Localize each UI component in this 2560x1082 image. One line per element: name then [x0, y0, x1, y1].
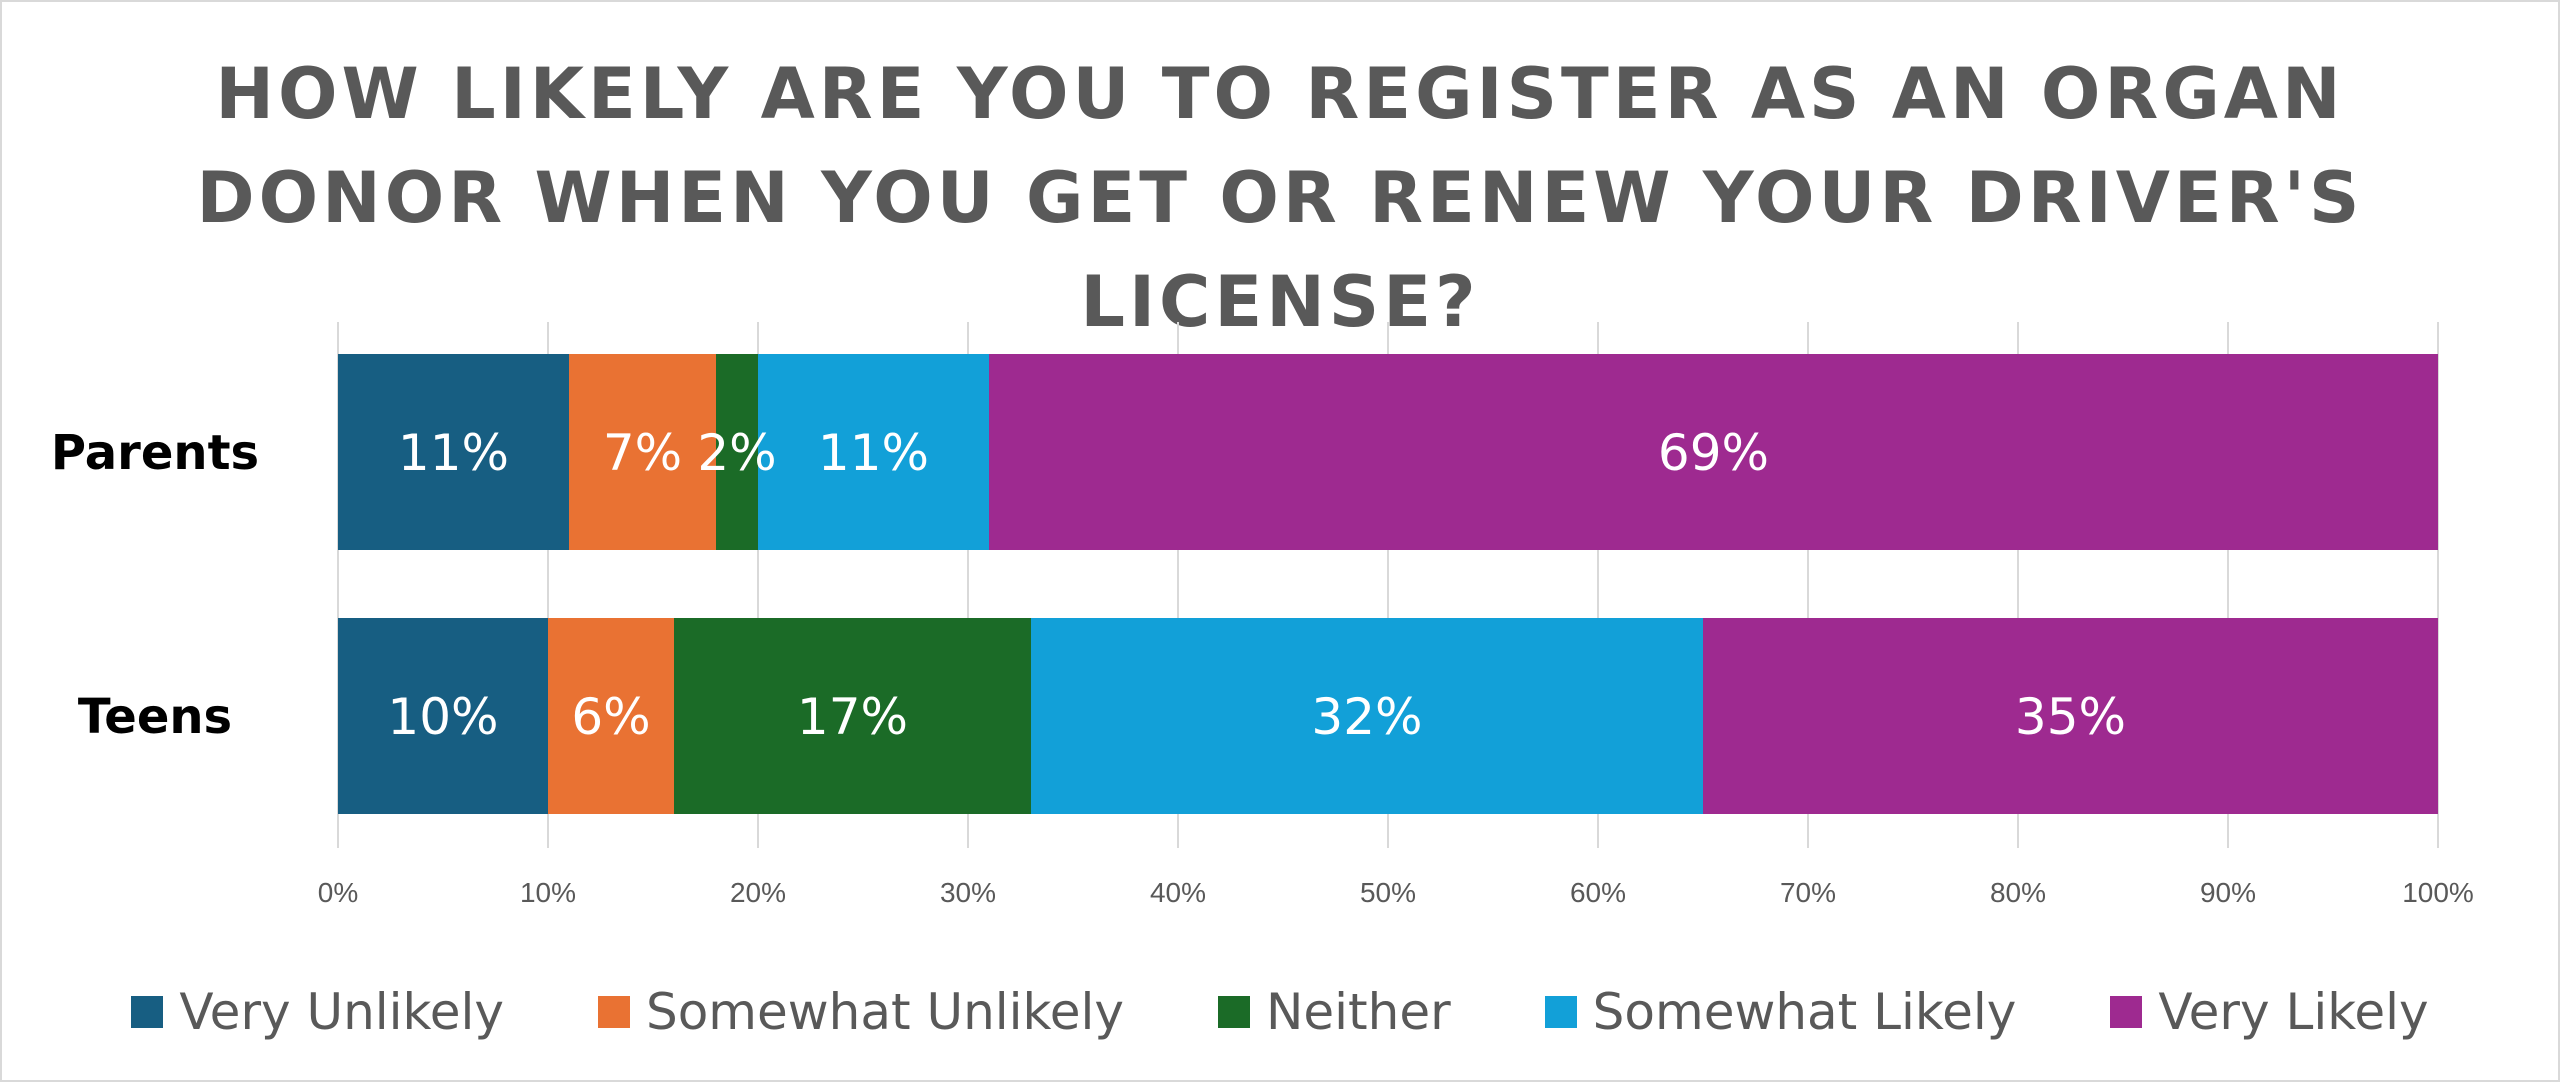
category-label: Teens — [78, 689, 232, 745]
legend-item: Very Likely — [2110, 983, 2429, 1041]
x-tick-label: 10% — [520, 877, 576, 908]
data-label: 11% — [398, 424, 509, 482]
bars — [338, 354, 2438, 814]
data-label: 6% — [571, 688, 650, 746]
bar-segment — [1031, 618, 1703, 814]
data-label: 2% — [697, 424, 776, 482]
legend-item: Somewhat Unlikely — [597, 983, 1124, 1041]
data-label: 10% — [387, 688, 498, 746]
x-tick-label: 0% — [318, 877, 358, 908]
bar-segment — [548, 618, 674, 814]
category-label: Parents — [51, 425, 259, 481]
legend-swatch — [1217, 996, 1250, 1028]
bar-segment — [716, 354, 758, 550]
x-tick-label: 80% — [1990, 877, 2046, 908]
bar-segment — [674, 618, 1031, 814]
data-label: 35% — [2015, 688, 2126, 746]
x-tick-label: 90% — [2200, 877, 2256, 908]
legend-item: Neither — [1217, 983, 1451, 1041]
x-tick-label: 60% — [1570, 877, 1626, 908]
x-tick-label: 20% — [730, 877, 786, 908]
legend-swatch — [597, 996, 630, 1028]
x-tick-labels: 0% 10% 20% 30% 40% 50% 60% 70% 80% 90% 100% — [318, 877, 2474, 908]
data-label: 32% — [1311, 688, 1422, 746]
legend-swatch — [2110, 996, 2143, 1028]
legend-label: Somewhat Unlikely — [645, 983, 1124, 1041]
bar-segment — [758, 354, 989, 550]
legend-label: Somewhat Likely — [1592, 983, 2017, 1041]
category-labels: Parents Teens — [51, 425, 259, 745]
data-label: 69% — [1658, 424, 1769, 482]
legend-item: Very Unlikely — [131, 983, 504, 1041]
bar-segment — [338, 354, 569, 550]
legend-label: Very Unlikely — [179, 983, 504, 1041]
bar-segment — [989, 354, 2438, 550]
data-label: 17% — [797, 688, 908, 746]
x-tick-label: 70% — [1780, 877, 1836, 908]
legend-item: Somewhat Likely — [1544, 983, 2017, 1041]
x-tick-label: 100% — [2402, 877, 2474, 908]
x-tick-label: 40% — [1150, 877, 1206, 908]
legend-label: Neither — [1265, 983, 1451, 1041]
x-tick-label: 30% — [940, 877, 996, 908]
data-label: 7% — [603, 424, 682, 482]
bar-segment — [338, 618, 548, 814]
bar-segment — [1703, 618, 2438, 814]
legend-label: Very Likely — [2158, 983, 2429, 1041]
data-label: 11% — [818, 424, 929, 482]
x-tick-label: 50% — [1360, 877, 1416, 908]
legend-swatch — [131, 996, 164, 1028]
legend: Very Unlikely Somewhat Unlikely Neither Som… — [0, 972, 2560, 1052]
data-labels: 11% 7% 2% 11% 69% 10% 6% 17% 32% 35% — [387, 424, 2126, 746]
chart-title: HOW LIKELY ARE YOU TO REGISTER AS AN ORG… — [196, 53, 2364, 343]
legend-swatch — [1544, 996, 1577, 1028]
bar-segment — [569, 354, 716, 550]
